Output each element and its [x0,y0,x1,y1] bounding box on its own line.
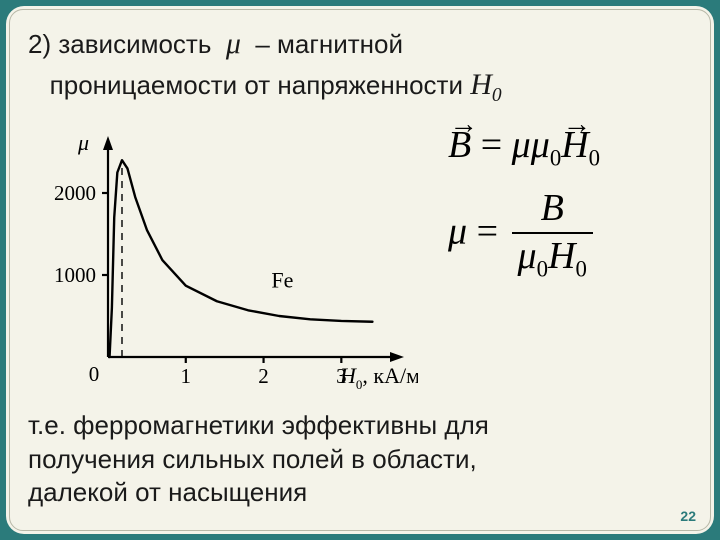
formula-mu: μ = B μ0H0 [448,188,692,281]
heading-text-1: зависимость [58,29,211,59]
h0-symbol: Н0 [470,68,501,101]
permeability-chart: 123100020000μH0, кА/мFe [38,117,418,397]
bottom-text: т.е. ферромагнетики эффективны для получ… [28,409,692,510]
mu-symbol: μ [226,27,241,60]
svg-text:2000: 2000 [54,181,96,205]
formula-b: B = μμ0H0 [448,125,692,171]
svg-text:0: 0 [89,362,100,386]
page-number: 22 [680,508,696,524]
svg-text:1: 1 [181,364,192,388]
bottom-line-2: получения сильных полей в области, [28,444,477,474]
heading-text-3: проницаемости от напряженности [50,70,463,100]
svg-text:μ: μ [77,130,89,155]
heading-text-2: – магнитной [255,29,403,59]
bottom-line-3: далекой от насыщения [28,477,307,507]
item-number: 2) [28,29,51,59]
formula-block: B = μμ0H0 μ = B μ0H0 [418,117,692,282]
svg-text:Fe: Fe [271,267,293,292]
svg-text:H0, кА/м: H0, кА/м [339,363,418,392]
svg-text:1000: 1000 [54,263,96,287]
svg-text:2: 2 [258,364,269,388]
bottom-line-1: т.е. ферромагнетики эффективны для [28,410,489,440]
heading: 2) зависимость μ – магнитной проницаемос… [28,24,692,109]
